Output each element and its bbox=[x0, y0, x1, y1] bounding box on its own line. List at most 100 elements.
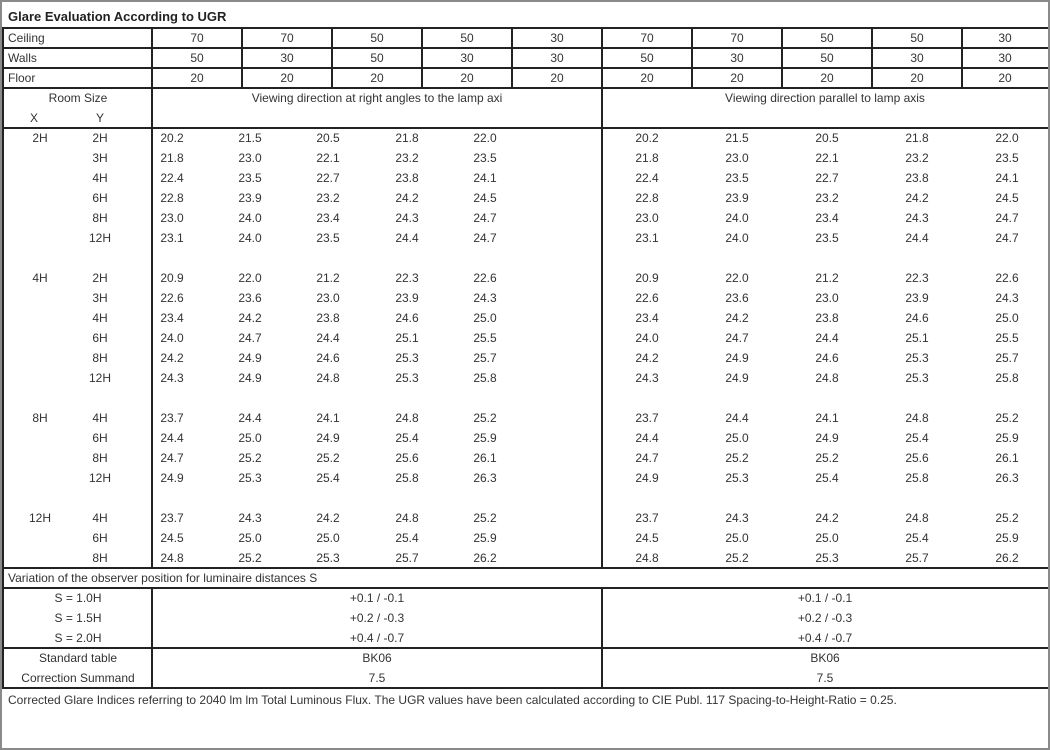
ugr-value-parallel: 25.0 bbox=[725, 531, 749, 545]
ugr-value-parallel: 25.2 bbox=[995, 411, 1019, 425]
ugr-value-parallel: 25.0 bbox=[725, 431, 749, 445]
reflectance-value: 50 bbox=[460, 31, 474, 45]
room-size-y: 8H bbox=[92, 351, 108, 365]
column-divider bbox=[781, 28, 783, 48]
ugr-value-perpendicular: 25.8 bbox=[395, 471, 419, 485]
ugr-value-perpendicular: 23.4 bbox=[316, 211, 340, 225]
ugr-value-perpendicular: 24.6 bbox=[316, 351, 340, 365]
room-size-y: 8H bbox=[92, 211, 108, 225]
ugr-value-perpendicular: 24.9 bbox=[316, 431, 340, 445]
ugr-value-parallel: 25.2 bbox=[725, 451, 749, 465]
ugr-value-parallel: 24.2 bbox=[905, 191, 929, 205]
room-size-y: 4H bbox=[92, 411, 108, 425]
ugr-value-perpendicular: 22.0 bbox=[238, 271, 262, 285]
ugr-value-perpendicular: 25.9 bbox=[473, 431, 497, 445]
reflectance-value: 30 bbox=[460, 51, 474, 65]
ugr-value-perpendicular: 25.7 bbox=[473, 351, 497, 365]
ugr-value-perpendicular: 21.5 bbox=[238, 131, 262, 145]
ugr-value-perpendicular: 23.9 bbox=[395, 291, 419, 305]
ugr-value-perpendicular: 23.5 bbox=[473, 151, 497, 165]
column-divider bbox=[511, 68, 513, 88]
ugr-value-parallel: 25.2 bbox=[995, 511, 1019, 525]
ugr-value-perpendicular: 24.0 bbox=[160, 331, 184, 345]
ugr-value-parallel: 22.4 bbox=[635, 171, 659, 185]
column-divider bbox=[601, 28, 603, 48]
ugr-value-parallel: 24.9 bbox=[725, 351, 749, 365]
room-size-y: 8H bbox=[92, 451, 108, 465]
ugr-value-parallel: 25.8 bbox=[905, 471, 929, 485]
room-size-y: 4H bbox=[92, 511, 108, 525]
ugr-value-perpendicular: 24.7 bbox=[473, 211, 497, 225]
ugr-value-parallel: 23.0 bbox=[815, 291, 839, 305]
column-divider bbox=[961, 28, 963, 48]
correction-summand-parallel: 7.5 bbox=[816, 671, 834, 685]
ugr-value-perpendicular: 24.7 bbox=[473, 231, 497, 245]
correction-summand-perpendicular: 7.5 bbox=[368, 671, 386, 685]
ugr-value-perpendicular: 24.0 bbox=[238, 231, 262, 245]
row-divider bbox=[2, 587, 1048, 589]
ugr-value-perpendicular: 21.2 bbox=[316, 271, 340, 285]
ugr-value-perpendicular: 24.0 bbox=[238, 211, 262, 225]
variation-perpendicular: +0.2 / -0.3 bbox=[349, 611, 405, 625]
ugr-value-parallel: 22.7 bbox=[815, 171, 839, 185]
ugr-value-perpendicular: 25.4 bbox=[395, 431, 419, 445]
column-divider bbox=[601, 588, 603, 688]
ugr-value-perpendicular: 25.9 bbox=[473, 531, 497, 545]
ugr-value-perpendicular: 24.5 bbox=[473, 191, 497, 205]
ugr-value-parallel: 24.5 bbox=[995, 191, 1019, 205]
ugr-value-parallel: 24.1 bbox=[815, 411, 839, 425]
ugr-value-perpendicular: 25.7 bbox=[395, 551, 419, 565]
reflectance-value: 50 bbox=[910, 31, 924, 45]
ugr-value-parallel: 23.9 bbox=[905, 291, 929, 305]
ugr-value-perpendicular: 24.4 bbox=[238, 411, 262, 425]
ugr-value-perpendicular: 24.9 bbox=[160, 471, 184, 485]
standard-table-label: Standard table bbox=[38, 651, 118, 665]
ugr-value-parallel: 23.2 bbox=[905, 151, 929, 165]
room-size-header: Room Size bbox=[48, 91, 108, 105]
room-size-y: 4H bbox=[92, 171, 108, 185]
ugr-value-perpendicular: 24.4 bbox=[160, 431, 184, 445]
reflectance-label-floor: Floor bbox=[8, 71, 36, 85]
ugr-value-perpendicular: 25.0 bbox=[473, 311, 497, 325]
reflectance-value: 20 bbox=[370, 71, 384, 85]
parallel-header: Viewing direction parallel to lamp axis bbox=[725, 91, 925, 105]
variation-parallel: +0.2 / -0.3 bbox=[797, 611, 853, 625]
ugr-value-parallel: 24.1 bbox=[995, 171, 1019, 185]
variation-perpendicular: +0.4 / -0.7 bbox=[349, 631, 405, 645]
room-size-y: 12H bbox=[88, 231, 111, 245]
ugr-value-parallel: 24.7 bbox=[995, 211, 1019, 225]
ugr-value-perpendicular: 23.1 bbox=[160, 231, 184, 245]
ugr-value-parallel: 25.2 bbox=[815, 451, 839, 465]
ugr-value-parallel: 24.8 bbox=[905, 411, 929, 425]
reflectance-value: 50 bbox=[820, 51, 834, 65]
column-divider bbox=[241, 68, 243, 88]
ugr-value-perpendicular: 23.0 bbox=[316, 291, 340, 305]
reflectance-value: 30 bbox=[550, 51, 564, 65]
ugr-value-parallel: 25.2 bbox=[725, 551, 749, 565]
ugr-value-parallel: 24.7 bbox=[725, 331, 749, 345]
ugr-value-parallel: 24.8 bbox=[815, 371, 839, 385]
ugr-value-perpendicular: 20.2 bbox=[160, 131, 184, 145]
ugr-value-perpendicular: 25.2 bbox=[238, 551, 262, 565]
spacing-label: S = 1.5H bbox=[54, 611, 102, 625]
variation-label: Variation of the observer position for l… bbox=[8, 571, 318, 585]
room-size-y: 4H bbox=[92, 311, 108, 325]
ugr-value-parallel: 20.9 bbox=[635, 271, 659, 285]
ugr-value-parallel: 24.3 bbox=[635, 371, 659, 385]
ugr-value-parallel: 24.9 bbox=[635, 471, 659, 485]
ugr-value-perpendicular: 23.5 bbox=[238, 171, 262, 185]
ugr-value-parallel: 24.3 bbox=[725, 511, 749, 525]
ugr-value-parallel: 25.5 bbox=[995, 331, 1019, 345]
ugr-value-parallel: 25.0 bbox=[995, 311, 1019, 325]
reflectance-value: 50 bbox=[640, 51, 654, 65]
column-divider bbox=[781, 48, 783, 68]
column-divider bbox=[691, 28, 693, 48]
ugr-value-perpendicular: 22.0 bbox=[473, 131, 497, 145]
ugr-value-perpendicular: 23.8 bbox=[316, 311, 340, 325]
ugr-value-parallel: 22.1 bbox=[815, 151, 839, 165]
ugr-value-parallel: 23.5 bbox=[995, 151, 1019, 165]
ugr-value-parallel: 24.7 bbox=[995, 231, 1019, 245]
reflectance-value: 20 bbox=[550, 71, 564, 85]
ugr-value-perpendicular: 24.9 bbox=[238, 371, 262, 385]
ugr-value-parallel: 25.4 bbox=[815, 471, 839, 485]
